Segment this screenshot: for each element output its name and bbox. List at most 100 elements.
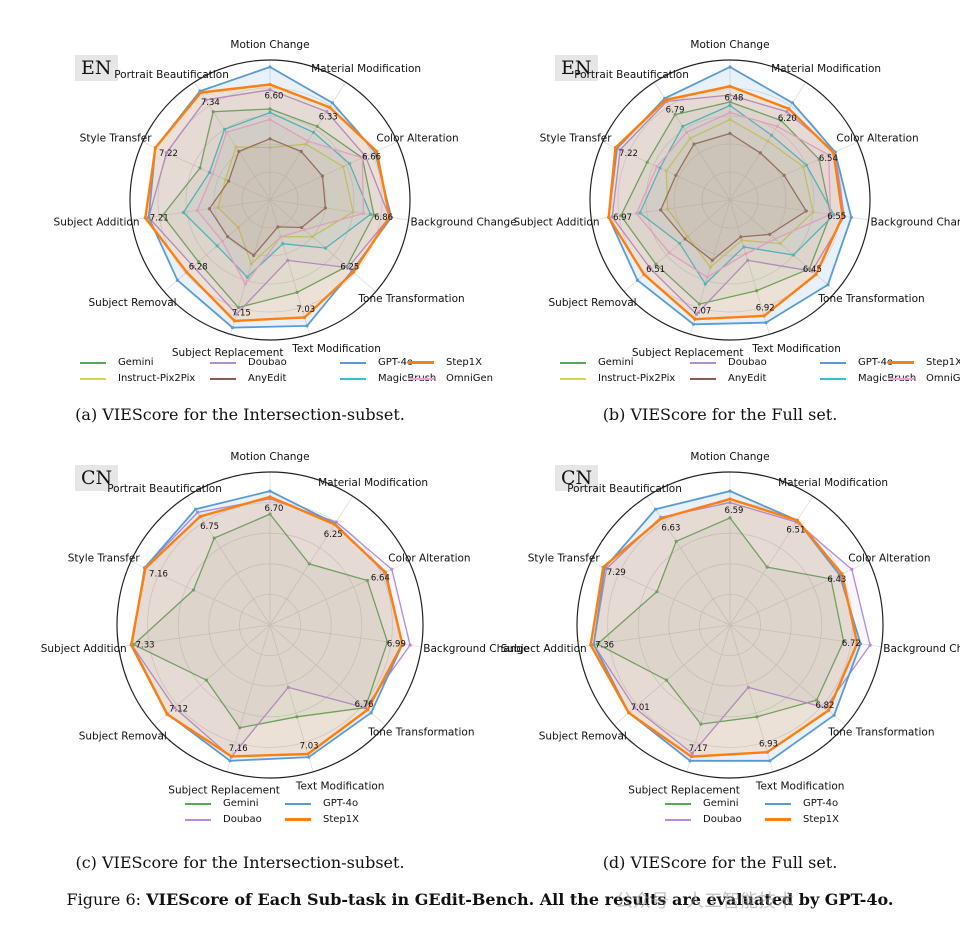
point-omnigen bbox=[224, 130, 229, 134]
legend-swatch bbox=[185, 818, 211, 821]
language-badge: CN bbox=[75, 465, 119, 491]
grid-spoke bbox=[729, 624, 774, 772]
point-gemini bbox=[674, 539, 678, 543]
point-step1x bbox=[693, 317, 697, 321]
point-step1x bbox=[659, 516, 663, 520]
point-anyedit bbox=[804, 209, 808, 213]
series-gemini bbox=[596, 517, 845, 725]
point-step1x bbox=[765, 750, 769, 754]
value-label: 6.54 bbox=[819, 154, 838, 164]
legend-label: Gemini bbox=[703, 798, 739, 809]
point-gemini bbox=[815, 698, 819, 702]
axis-label-subject-addition: Subject Addition bbox=[41, 643, 127, 655]
legend-item-magicbrush: MagicBrush bbox=[340, 373, 436, 384]
point-magicbrush bbox=[268, 110, 272, 115]
value-label: 7.33 bbox=[136, 641, 155, 651]
value-label: 7.03 bbox=[296, 305, 315, 315]
point-gpt-4o bbox=[230, 326, 235, 330]
point-gemini bbox=[829, 577, 833, 581]
point-anyedit bbox=[739, 235, 743, 239]
legend-swatch bbox=[285, 818, 311, 821]
point-gemini bbox=[212, 536, 216, 540]
legend-label: Step1X bbox=[323, 814, 359, 825]
legend-item-gpt-4o: GPT-4o bbox=[820, 357, 893, 368]
point-gpt-4o bbox=[592, 643, 596, 647]
legend-label: Step1X bbox=[803, 814, 839, 825]
point-step1x bbox=[642, 272, 646, 277]
point-step1x bbox=[143, 216, 147, 220]
point-step1x bbox=[831, 151, 836, 155]
legend-swatch bbox=[665, 802, 691, 805]
point-doubao bbox=[173, 706, 177, 710]
legend-swatch bbox=[210, 361, 236, 364]
series-gemini bbox=[161, 108, 375, 309]
axis-label-color-alteration: Color Alteration bbox=[848, 552, 930, 564]
value-label: 6.93 bbox=[759, 740, 778, 750]
legend-item-anyedit: AnyEdit bbox=[210, 373, 286, 384]
axis-label-subject-replacement: Subject Replacement bbox=[168, 784, 280, 796]
point-gemini bbox=[807, 267, 811, 271]
point-instruct-pix2pix bbox=[223, 178, 227, 182]
point-gpt-4o bbox=[849, 215, 853, 219]
point-doubao bbox=[196, 510, 200, 514]
legend-swatch bbox=[765, 818, 791, 821]
axis-label-motion-change: Motion Change bbox=[230, 39, 309, 51]
language-badge: EN bbox=[555, 55, 598, 81]
point-omnigen bbox=[360, 156, 364, 160]
point-omnigen bbox=[773, 237, 777, 241]
point-instruct-pix2pix bbox=[728, 117, 732, 122]
radar-outer-frame bbox=[576, 471, 884, 779]
radar-series-group bbox=[129, 489, 412, 763]
legend-item-step1x: Step1X bbox=[285, 814, 359, 825]
point-step1x bbox=[306, 752, 310, 756]
point-gemini bbox=[728, 100, 732, 104]
legend-swatch bbox=[820, 361, 846, 364]
point-doubao bbox=[234, 312, 239, 316]
point-gpt-4o bbox=[826, 283, 830, 287]
point-instruct-pix2pix bbox=[708, 265, 712, 269]
value-label: 7.07 bbox=[692, 307, 711, 317]
axis-label-portrait-beautification: Portrait Beautification bbox=[567, 483, 682, 495]
legend-label: AnyEdit bbox=[248, 373, 287, 384]
point-step1x bbox=[268, 495, 272, 499]
point-anyedit bbox=[692, 142, 696, 146]
point-instruct-pix2pix bbox=[688, 136, 692, 140]
point-magicbrush bbox=[658, 166, 662, 170]
point-doubao bbox=[286, 258, 290, 262]
legend-item-gemini: Gemini bbox=[80, 357, 154, 368]
point-anyedit bbox=[268, 137, 272, 141]
value-label: 7.03 bbox=[300, 741, 319, 751]
point-step1x bbox=[375, 149, 379, 153]
series-anyedit bbox=[208, 138, 327, 257]
radar-series-group bbox=[607, 65, 853, 326]
point-gemini bbox=[295, 290, 299, 294]
point-omnigen bbox=[195, 208, 199, 213]
point-anyedit bbox=[299, 149, 303, 153]
point-gpt-4o bbox=[832, 713, 836, 717]
point-gemini bbox=[755, 715, 759, 719]
legend-label: MagicBrush bbox=[378, 373, 437, 384]
grid-spoke bbox=[729, 199, 837, 292]
legend-item-gemini: Gemini bbox=[665, 798, 739, 809]
grid-spoke bbox=[729, 496, 814, 626]
axis-label-subject-removal: Subject Removal bbox=[89, 297, 177, 309]
point-step1x bbox=[143, 566, 147, 570]
point-step1x bbox=[607, 215, 611, 219]
value-label: 6.60 bbox=[265, 92, 284, 102]
axis-label-subject-replacement: Subject Replacement bbox=[632, 347, 744, 359]
value-label: 6.70 bbox=[265, 504, 284, 514]
subfigure-caption: (c) VIEScore for the Intersection-subset… bbox=[75, 853, 405, 872]
point-doubao bbox=[363, 154, 368, 158]
point-gpt-4o bbox=[635, 278, 639, 282]
point-doubao bbox=[728, 501, 732, 505]
value-label: 6.63 bbox=[661, 524, 680, 534]
point-instruct-pix2pix bbox=[304, 142, 308, 146]
axis-label-subject-removal: Subject Removal bbox=[549, 297, 637, 309]
point-omnigen bbox=[705, 275, 709, 279]
value-label: 7.29 bbox=[607, 568, 626, 578]
grid-spoke bbox=[230, 199, 271, 335]
value-label: 7.16 bbox=[149, 569, 168, 579]
point-step1x bbox=[333, 522, 337, 526]
point-instruct-pix2pix bbox=[686, 235, 690, 239]
axis-label-subject-addition: Subject Addition bbox=[514, 216, 600, 228]
